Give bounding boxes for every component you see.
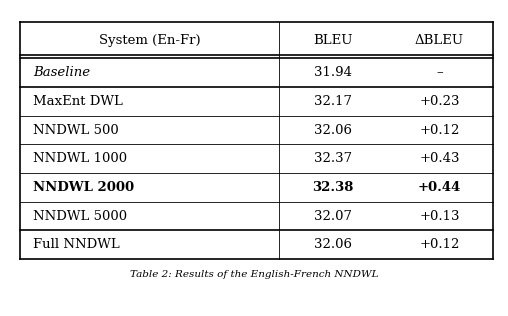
- Text: MaxEnt DWL: MaxEnt DWL: [33, 95, 123, 108]
- Text: NNDWL 500: NNDWL 500: [33, 124, 119, 137]
- Text: System (En-Fr): System (En-Fr): [99, 34, 201, 47]
- Text: Baseline: Baseline: [33, 66, 90, 79]
- Text: Full NNDWL: Full NNDWL: [33, 238, 120, 251]
- Text: +0.12: +0.12: [419, 124, 460, 137]
- Text: +0.23: +0.23: [419, 95, 460, 108]
- Text: 32.06: 32.06: [314, 238, 352, 251]
- Text: +0.13: +0.13: [419, 210, 460, 222]
- Text: 31.94: 31.94: [314, 66, 352, 79]
- Text: 32.06: 32.06: [314, 124, 352, 137]
- Text: 32.07: 32.07: [314, 210, 352, 222]
- Text: BLEU: BLEU: [313, 34, 353, 47]
- Text: NNDWL 2000: NNDWL 2000: [33, 181, 134, 194]
- Text: 32.37: 32.37: [313, 152, 352, 165]
- Text: +0.44: +0.44: [418, 181, 461, 194]
- Text: ΔBLEU: ΔBLEU: [415, 34, 464, 47]
- Text: +0.43: +0.43: [419, 152, 460, 165]
- Text: Table 2: Results of the English-French NNDWL: Table 2: Results of the English-French N…: [130, 270, 378, 279]
- Text: NNDWL 5000: NNDWL 5000: [33, 210, 127, 222]
- Text: 32.38: 32.38: [312, 181, 354, 194]
- Text: –: –: [436, 66, 443, 79]
- Text: NNDWL 1000: NNDWL 1000: [33, 152, 127, 165]
- Text: 32.17: 32.17: [314, 95, 352, 108]
- Text: +0.12: +0.12: [419, 238, 460, 251]
